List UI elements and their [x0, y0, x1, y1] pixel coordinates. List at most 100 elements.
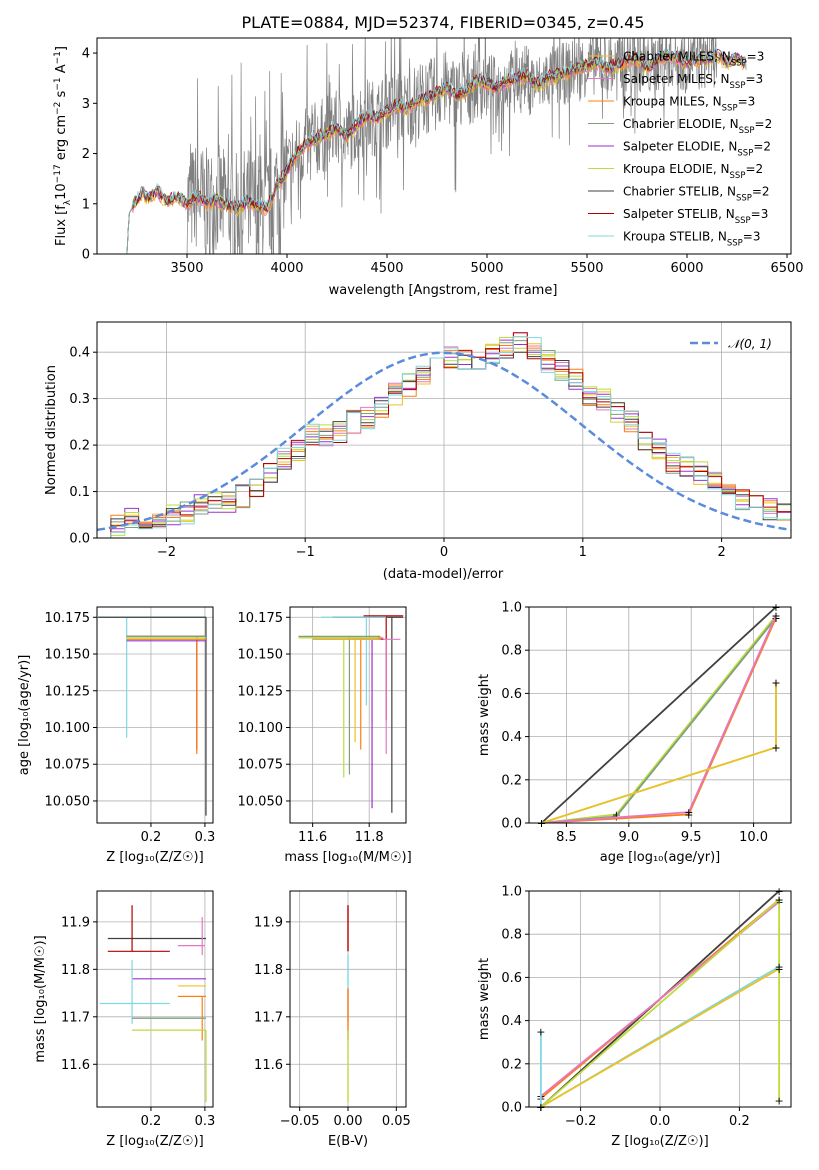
weight-marker: + [684, 806, 693, 819]
mass-vs-EBV-panel: −0.05 0.00 0.05 11.6 11.7 11.8 11.9 E(B-V) [254, 890, 411, 1149]
x-tick-label: 0.05 [382, 1114, 411, 1129]
legend-entry: Kroupa MILES, NSSP=3 [623, 95, 755, 114]
weight-line-chabrier_miles [540, 968, 780, 1108]
x-tick-label: −1 [296, 545, 315, 560]
age-vs-Z-ylabel: age [log₁₀(age/yr)] [17, 655, 32, 776]
legend-entry: Salpeter STELIB, NSSP=3 [623, 207, 768, 226]
weight-line-salpeter_miles [541, 615, 777, 824]
weight-marker: + [536, 1025, 545, 1038]
model-spectrum-kroupa_stelib [126, 47, 747, 254]
y-tick-label: 0.2 [69, 439, 90, 454]
y-tick-label: 10.175 [45, 611, 91, 626]
age-vs-mass-xlabel: mass [log₁₀(M/M☉)] [284, 850, 411, 865]
x-tick-label: 0.3 [195, 1114, 216, 1129]
weight-vs-age-ylabel: mass weight [477, 674, 492, 756]
weight-marker: + [774, 963, 783, 976]
normal-distribution-curve [96, 351, 792, 532]
y-tick-label: 10.150 [238, 648, 284, 663]
y-tick-label: 11.6 [61, 1058, 90, 1073]
histogram-legend: 𝒩(0, 1) [690, 337, 772, 351]
x-tick-label: 0.2 [729, 1114, 750, 1129]
y-tick-label: 0.8 [501, 644, 522, 659]
x-tick-label: 10.0 [739, 830, 768, 845]
y-tick-label: 1 [82, 197, 90, 212]
spectrum-legend: Chabrier MILES, NSSP=3 Salpeter MILES, NS… [588, 50, 772, 249]
y-tick-label: 10.075 [238, 758, 284, 773]
legend-entry: Salpeter ELODIE, NSSP=2 [623, 140, 771, 159]
y-tick-label: 11.9 [254, 915, 283, 930]
age-vs-Z-panel: 0.2 0.3 10.050 10.075 10.100 10.125 10.150 10.1… [17, 606, 216, 865]
y-tick-label: 10.075 [45, 758, 91, 773]
x-tick-label: 3500 [170, 261, 203, 276]
y-tick-label: 0 [82, 248, 90, 263]
y-tick-label: 4 [82, 47, 90, 62]
y-tick-label: 0.6 [501, 687, 522, 702]
x-tick-label: 0.2 [141, 830, 162, 845]
weight-marker: + [774, 961, 783, 974]
legend-entry: 𝒩(0, 1) [728, 337, 772, 351]
spectrum-axes-frame [96, 37, 792, 255]
weight-marker: + [771, 610, 780, 623]
x-tick-label: 5000 [470, 261, 503, 276]
x-tick-label: 0.2 [141, 1114, 162, 1129]
y-tick-label: 11.7 [61, 1010, 90, 1025]
weight-vs-age-axes-frame [528, 606, 792, 824]
y-tick-label: 0.2 [501, 1057, 522, 1072]
weight-marker: + [684, 808, 693, 821]
model-spectrum-salpeter_stelib [126, 48, 747, 254]
y-tick-label: 1.0 [501, 885, 522, 900]
x-tick-label: 11.6 [298, 830, 327, 845]
y-tick-label: 11.9 [61, 915, 90, 930]
y-tick-label: 0.3 [69, 392, 90, 407]
y-tick-label: 0.4 [69, 346, 90, 361]
weight-vs-age-panel: 8.5 9.0 9.5 10.00.00.20.40.60.81.0++++++ +++… [477, 601, 792, 865]
weight-marker: + [774, 1095, 783, 1108]
y-tick-label: 10.175 [238, 611, 284, 626]
y-tick-label: 11.6 [254, 1058, 283, 1073]
y-tick-label: 0.2 [501, 773, 522, 788]
x-tick-label: 8.5 [556, 830, 577, 845]
x-tick-label: 11.8 [355, 830, 384, 845]
y-tick-label: 1.0 [501, 601, 522, 616]
y-tick-label: 0.8 [501, 928, 522, 943]
x-tick-label: −2 [157, 545, 176, 560]
x-tick-label: 0.00 [334, 1114, 363, 1129]
age-vs-Z-xlabel: Z [log₁₀(Z/Z☉)] [106, 850, 203, 865]
x-tick-label: 4000 [270, 261, 303, 276]
legend-entry: Salpeter MILES, NSSP=3 [623, 72, 763, 91]
x-tick-label: 0.3 [195, 830, 216, 845]
mass-vs-EBV-axes-frame [289, 890, 407, 1108]
mass-vs-EBV-xlabel: E(B-V) [328, 1134, 368, 1149]
weight-vs-Z-ylabel: mass weight [477, 958, 492, 1040]
y-tick-label: 10.100 [238, 721, 284, 736]
y-tick-label: 0.4 [501, 1014, 522, 1029]
mass-vs-Z-xlabel: Z [log₁₀(Z/Z☉)] [106, 1134, 203, 1149]
x-tick-label: 0.0 [650, 1114, 671, 1129]
mass-vs-Z-panel: 0.2 0.3 11.6 11.7 11.8 11.9 Z [log₁₀(Z/Z☉)] mas… [33, 890, 216, 1149]
y-tick-label: 0.6 [501, 971, 522, 986]
y-tick-label: 10.050 [45, 794, 91, 809]
histogram-xlabel: (data-model)/error [383, 567, 504, 582]
y-tick-label: 10.100 [45, 721, 91, 736]
y-tick-label: 10.050 [238, 794, 284, 809]
y-tick-label: 10.125 [45, 684, 91, 699]
x-tick-label: 9.0 [618, 830, 639, 845]
y-tick-label: 0.0 [501, 1101, 522, 1116]
y-tick-label: 0.1 [69, 485, 90, 500]
weight-vs-Z-panel: −0.2 0.0 0.20.00.20.40.60.81.0++++++++++++… [477, 885, 792, 1149]
legend-entry: Kroupa ELODIE, NSSP=2 [623, 162, 763, 181]
y-tick-label: 11.7 [254, 1010, 283, 1025]
weight-line-kroupa_elodie [541, 615, 777, 824]
y-tick-label: 10.125 [238, 684, 284, 699]
model-spectrum-chabrier_stelib [126, 49, 747, 254]
x-tick-label: 2 [717, 545, 725, 560]
mass-vs-Z-ylabel: mass [log₁₀(M/M☉)] [33, 935, 48, 1062]
x-tick-label: 1 [579, 545, 587, 560]
weight-line-chabrier_elodie [541, 617, 777, 824]
age-vs-mass-panel: 11.6 11.8 10.050 10.075 10.100 10.125 10.150 10… [238, 606, 412, 865]
x-tick-label: 5500 [570, 261, 603, 276]
weight-line-kroupa_miles [541, 617, 777, 824]
spectrum-ylabel: Flux [fλ10−17 erg cm−2 s−1 A−1] [53, 46, 73, 246]
x-tick-label: −0.2 [565, 1114, 597, 1129]
